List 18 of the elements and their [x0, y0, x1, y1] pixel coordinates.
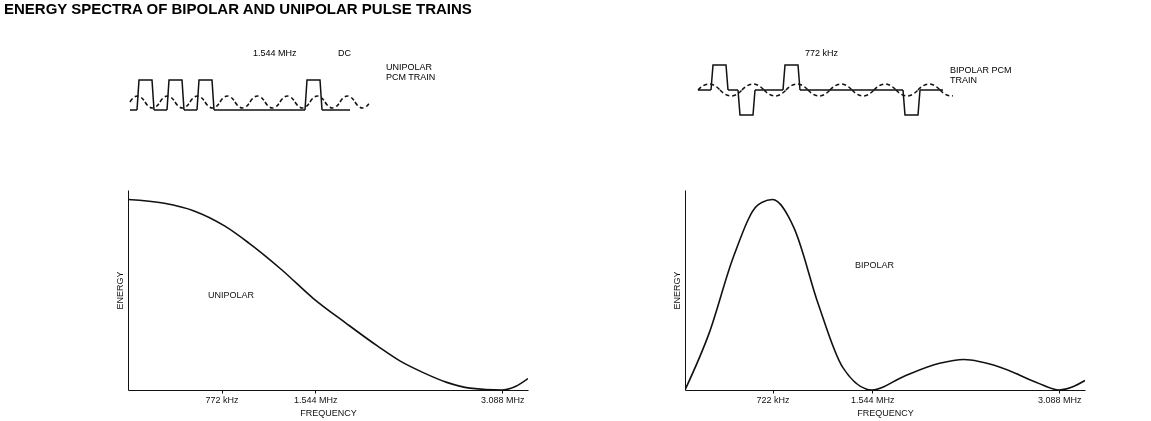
text: UNIPOLAR [208, 290, 255, 300]
x-tick-label: 1.544 MHz [850, 394, 895, 405]
text: BIPOLAR [855, 260, 895, 270]
text: DC [338, 48, 351, 58]
x-tick-label: 772 kHz [205, 394, 240, 405]
x-tick-label: 3.088 MHz [1038, 394, 1083, 405]
y-axis-title: ENERGY [114, 271, 125, 310]
text: 772 kHz [805, 48, 839, 58]
text: BIPOLAR PCM TRAIN [950, 65, 1012, 85]
x-axis-title: FREQUENCY [300, 407, 357, 418]
y-axis-title: ENERGY [671, 271, 682, 310]
x-axis-title: FREQUENCY [857, 407, 914, 418]
x-tick-label: 722 kHz [756, 394, 791, 405]
text: 1.544 MHz [253, 48, 297, 58]
text: UNIPOLAR PCM TRAIN [386, 62, 437, 82]
x-tick-label: 3.088 MHz [481, 394, 526, 405]
chart-title: ENERGY SPECTRA OF BIPOLAR AND UNIPOLAR PULSE TRAINS [3, 0, 473, 19]
x-tick-label: 1.544 MHz [293, 394, 338, 405]
